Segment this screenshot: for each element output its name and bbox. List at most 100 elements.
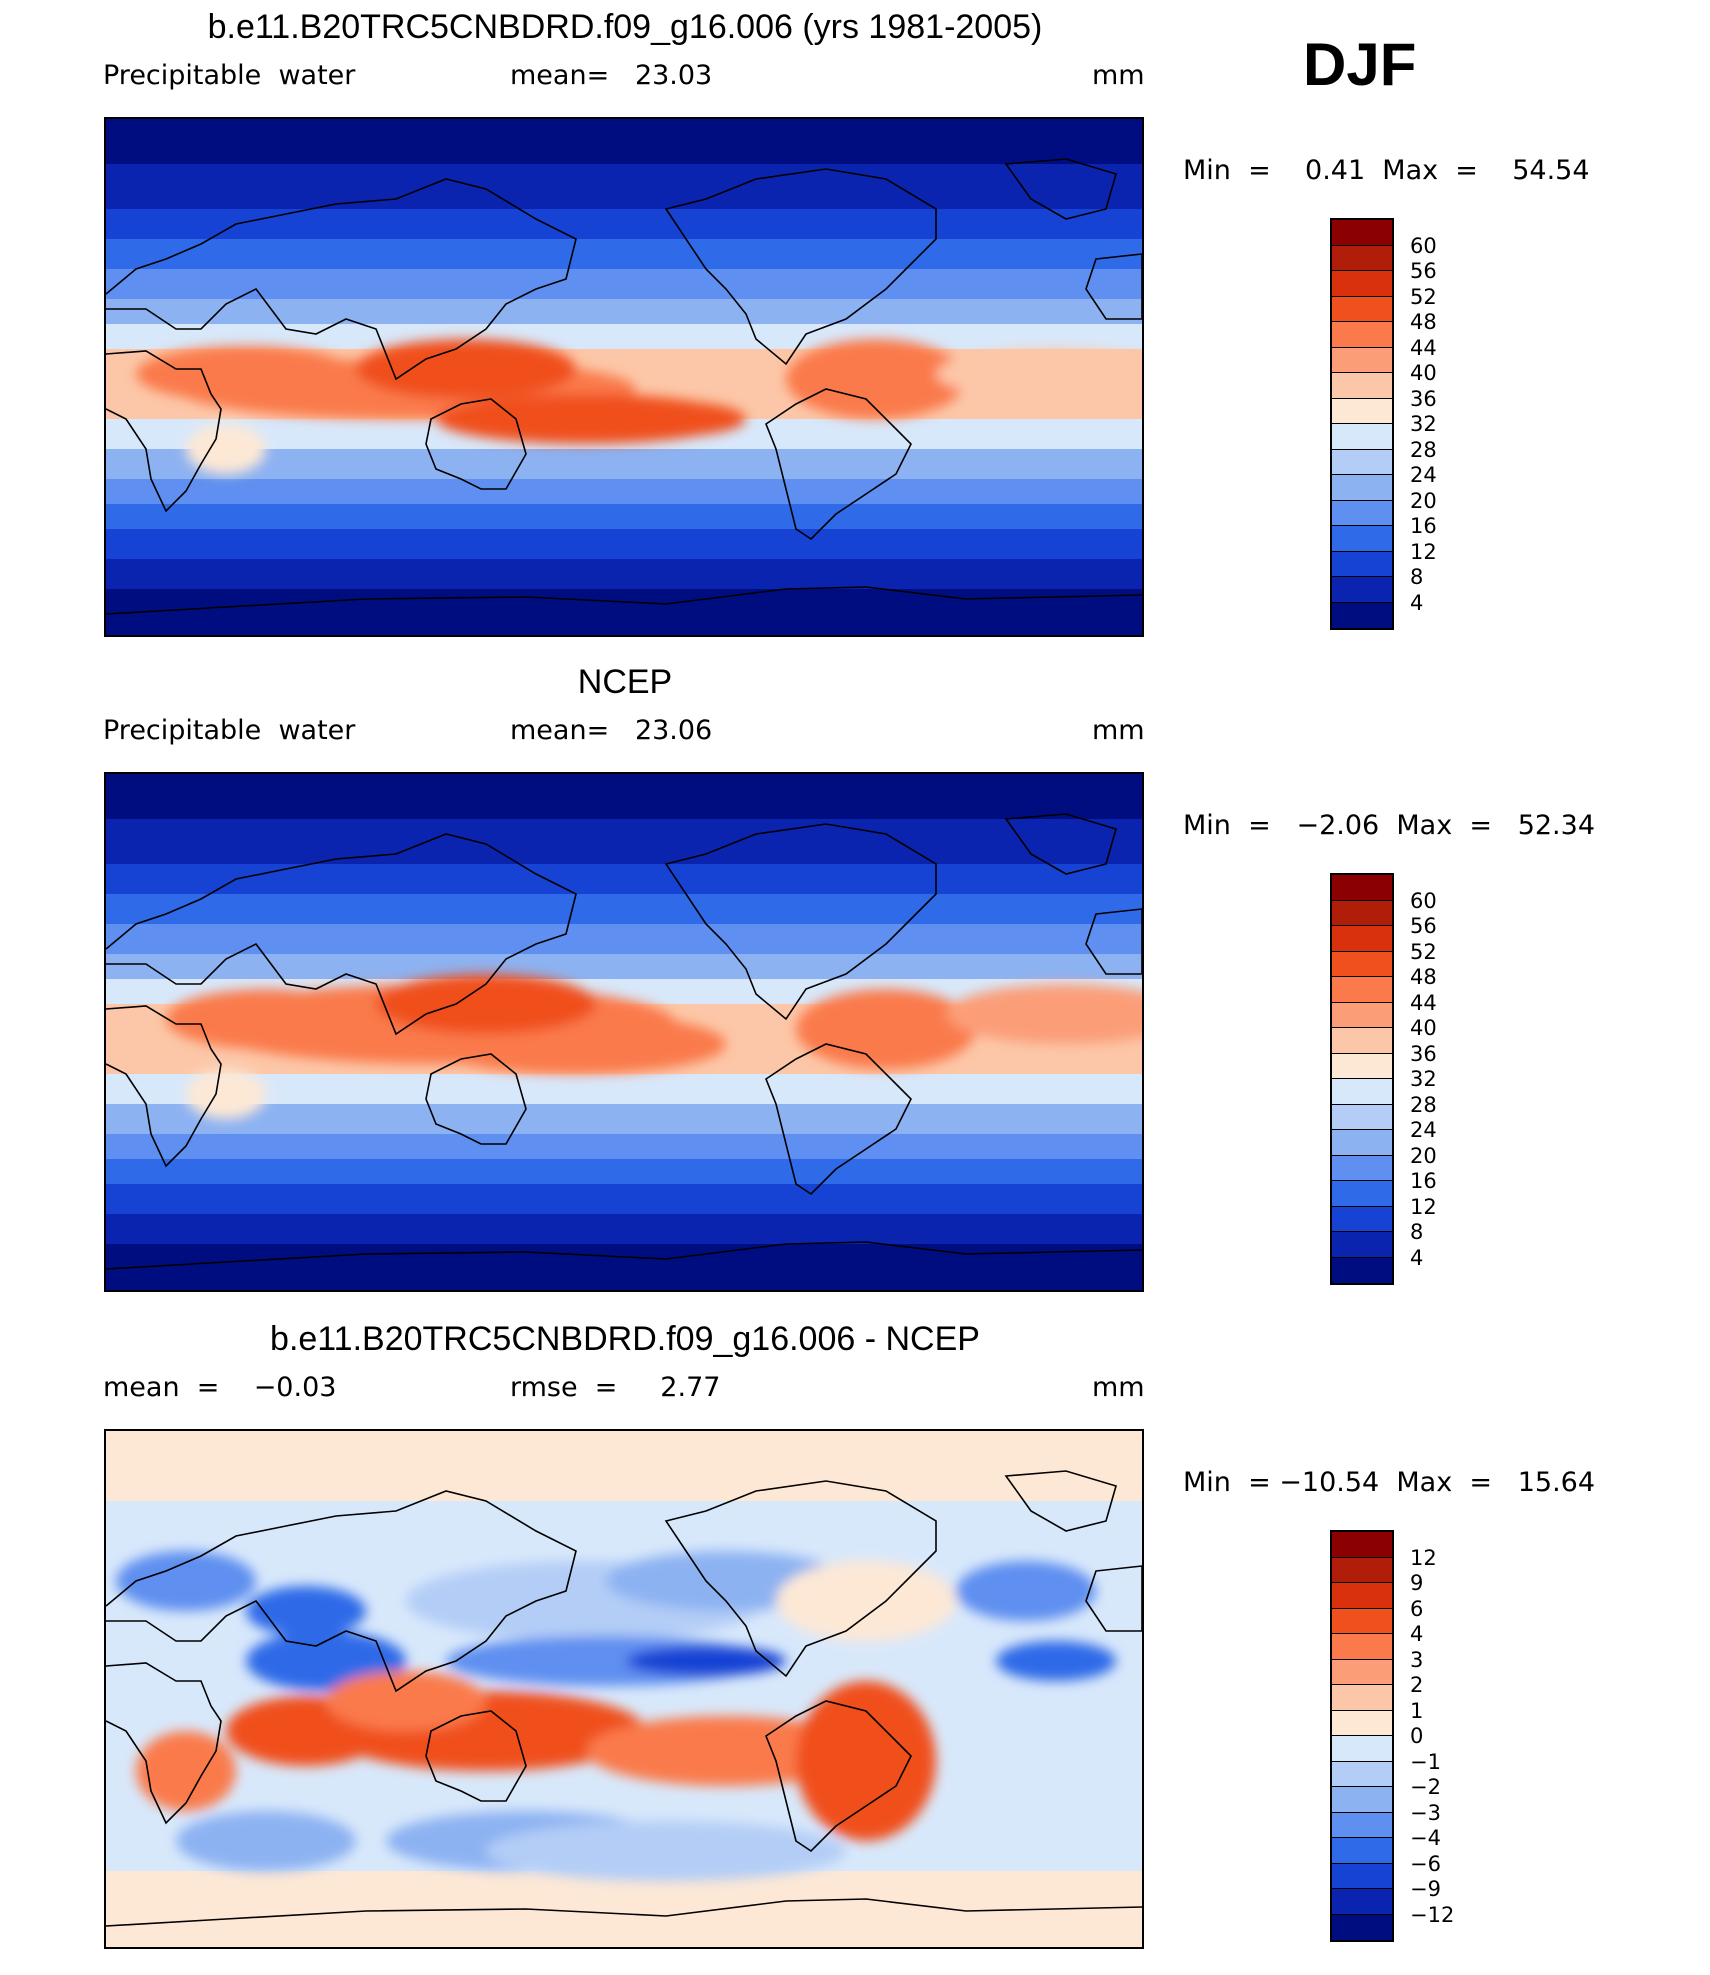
units-label: mm [1092,715,1145,746]
coastline [1085,1565,1142,1632]
coastline [1004,813,1117,875]
mean-label: mean= 23.03 [510,60,713,91]
colorbar-tick-label: 8 [1410,565,1424,589]
colorbar-swatch [1332,398,1392,424]
colorbar-tick-label: 12 [1410,1545,1437,1570]
colorbar-swatch [1332,1130,1392,1156]
colorbar-swatch [1332,220,1392,246]
variable-label: Precipitable water [103,715,356,746]
coastline [106,350,222,513]
colorbar-swatch [1332,245,1392,271]
colorbar-swatch [1332,1736,1392,1762]
colorbar-tick-label: 52 [1410,939,1437,964]
colorbar-tick-label: 4 [1410,1245,1424,1270]
colorbar-swatch [1332,1634,1392,1660]
colorbar-swatch [1332,1889,1392,1915]
coastline [106,1662,222,1825]
coastline [1004,158,1117,220]
units-label: mm [1092,60,1145,91]
colorbar-tick-label: 8 [1410,1220,1424,1244]
colorbar-tick-label: −3 [1410,1800,1441,1825]
colorbar-swatch [1332,347,1392,373]
difference-panel: b.e11.B20TRC5CNBDRD.f09_g16.006 - NCEP m… [0,1312,1710,1962]
colorbar-swatch [1332,1028,1392,1054]
variable-label: Precipitable water [103,60,356,91]
mean-label: mean= 23.06 [510,715,713,746]
colorbar-tick-label: 12 [1410,539,1437,564]
colorbar-tick-label: 20 [1410,488,1437,513]
colorbar-tick-label: 3 [1410,1647,1424,1672]
coastline [425,1053,527,1145]
colorbar-swatch [1332,526,1392,552]
colorbar-swatch [1332,602,1392,628]
colorbar-swatch [1332,977,1392,1003]
season-label: DJF [1303,31,1417,98]
colorbar-swatch [1332,1557,1392,1583]
colorbar-swatch [1332,1181,1392,1207]
colorbar-swatch [1332,1761,1392,1787]
units-label: mm [1092,1372,1145,1403]
contour-field [106,1431,1142,1947]
coastline [664,823,937,1021]
colorbar-tick-label: 44 [1410,335,1437,360]
coastline [106,1005,222,1168]
minmax-label: Min = 0.41 Max = 54.54 [1183,155,1590,186]
colorbar-swatch [1332,926,1392,952]
colorbar-swatch [1332,1659,1392,1685]
panel-title: b.e11.B20TRC5CNBDRD.f09_g16.006 (yrs 198… [207,8,1043,46]
coastline [1004,1470,1117,1532]
colorbar-tick-label: 12 [1410,1194,1437,1219]
coastline [765,1043,912,1196]
colorbar-swatch [1332,1608,1392,1634]
colorbar-swatch [1332,1104,1392,1130]
colorbar-swatch [1332,271,1392,297]
colorbar-swatch [1332,1532,1392,1558]
model-panel: b.e11.B20TRC5CNBDRD.f09_g16.006 (yrs 198… [0,0,1710,650]
coastline [106,178,577,381]
colorbar-tick-label: 56 [1410,914,1437,938]
contour-field [106,119,1142,635]
colorbar-swatch [1332,1053,1392,1079]
colorbar-tick-label: 52 [1410,284,1437,309]
colorbar-tick-label: −1 [1410,1749,1441,1774]
colorbar-swatch [1332,1079,1392,1105]
colorbar-tick-label: 32 [1410,1067,1437,1091]
colorbar-swatch [1332,900,1392,926]
colorbar-tick-label: 24 [1410,1118,1437,1142]
colorbar-swatch [1332,1710,1392,1736]
coastline [1085,253,1142,320]
colorbar-tick-label: 48 [1410,310,1437,334]
colorbar-tick-label: 1 [1410,1698,1424,1723]
rmse-label: rmse = 2.77 [510,1372,721,1403]
colorbar-tick-label: 0 [1410,1724,1424,1748]
colorbar-tick-label: −9 [1410,1877,1441,1901]
colorbar-swatch [1332,1232,1392,1258]
colorbar-swatch [1332,1812,1392,1838]
colorbar-swatch [1332,1787,1392,1813]
coastline [106,1241,1142,1270]
colorbar-tick-label: 4 [1410,590,1424,615]
coastline [1085,908,1142,975]
colorbar-tick-label: −2 [1410,1775,1441,1799]
colorbar-swatch [1332,1583,1392,1609]
panel-title: b.e11.B20TRC5CNBDRD.f09_g16.006 - NCEP [270,1320,980,1358]
colorbar-swatch [1332,500,1392,526]
coastline [425,1710,527,1802]
colorbar-swatch [1332,449,1392,475]
coastline [106,1490,577,1693]
colorbar-swatch [1332,1838,1392,1864]
colorbar-tick-label: 20 [1410,1143,1437,1168]
colorbar-tick-label: −4 [1410,1826,1441,1850]
colorbar-tick-label: 28 [1410,437,1437,462]
coastline [425,398,527,490]
colorbar-swatch [1332,951,1392,977]
coastline [664,1480,937,1678]
colorbar-tick-label: 60 [1410,888,1437,913]
map-model [104,117,1144,637]
coastline [106,586,1142,615]
colorbar-swatch [1332,373,1392,399]
colorbar-swatch [1332,1002,1392,1028]
colorbar-tick-label: 36 [1410,1041,1437,1066]
colorbar-swatch [1332,875,1392,901]
colorbar-tick-label: 6 [1410,1596,1424,1621]
